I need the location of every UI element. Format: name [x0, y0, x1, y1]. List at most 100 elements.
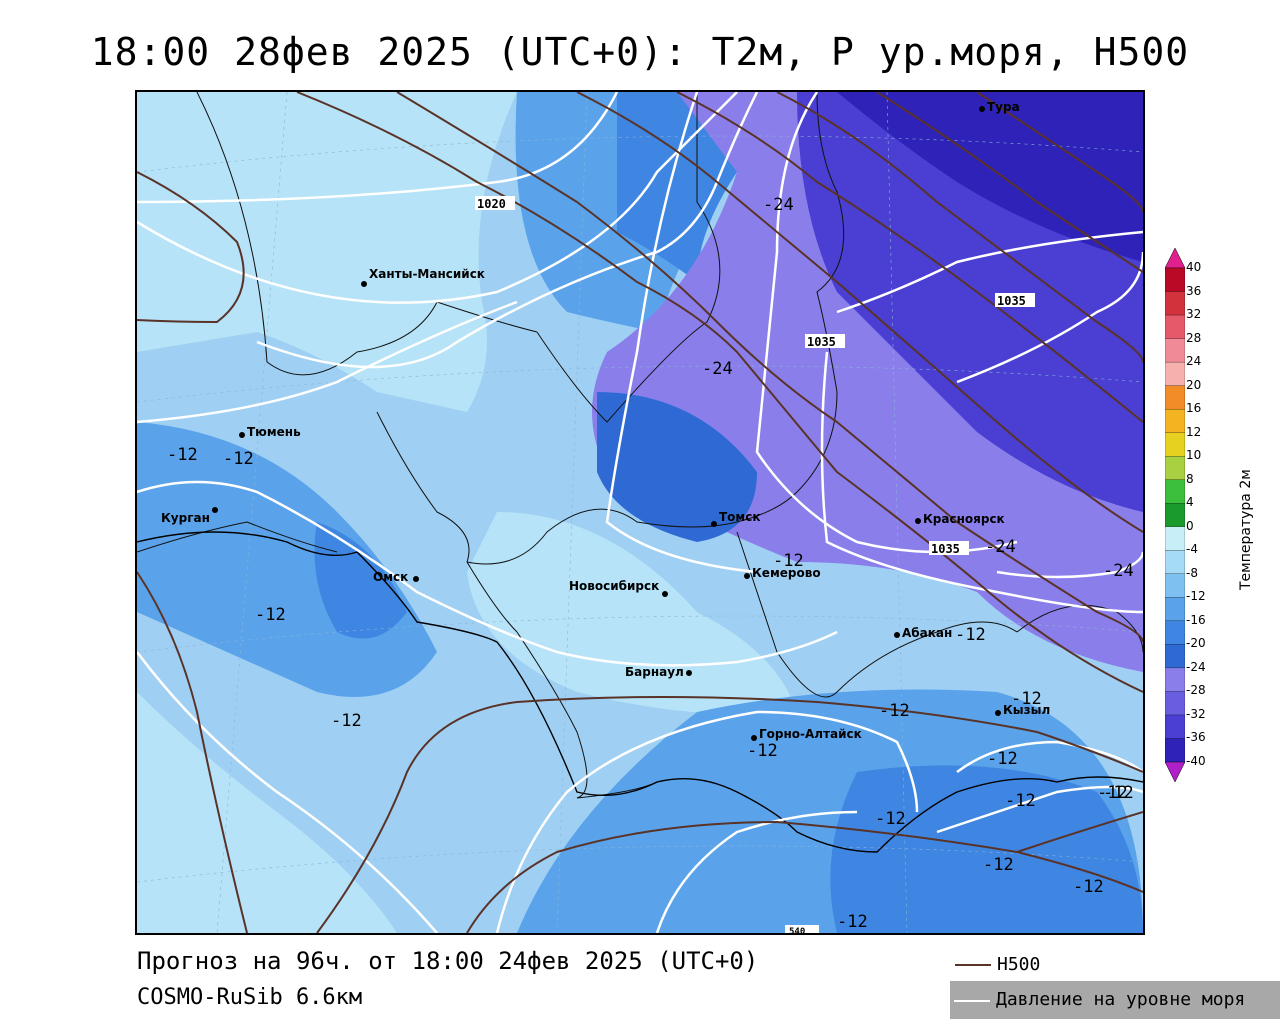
scale-tick-label: 32 — [1186, 307, 1202, 322]
svg-text:Кызыл: Кызыл — [1003, 703, 1050, 717]
isotherm-label: -12 — [983, 855, 1014, 875]
scale-tick-label: -16 — [1186, 612, 1206, 627]
scale-tick-label: 10 — [1186, 448, 1202, 463]
city-marker: Курган — [161, 507, 218, 525]
legend-h500: H500 — [955, 954, 1040, 975]
svg-text:1035: 1035 — [997, 294, 1026, 308]
legend-slp-label: Давление на уровне моря — [996, 989, 1246, 1010]
scale-segment — [1165, 526, 1185, 551]
isotherm-label: -12 — [875, 809, 906, 829]
temp-field-darkest — [837, 92, 1143, 262]
scale-segment — [1165, 667, 1185, 693]
isotherm-label: -24 — [763, 195, 794, 215]
isotherm-label: -24 — [985, 537, 1016, 557]
temp-field-southwest-warm — [137, 692, 397, 933]
scale-tick-label: -20 — [1186, 636, 1206, 651]
h500-line-swatch — [955, 964, 991, 966]
svg-text:Курган: Курган — [161, 511, 210, 525]
city-marker: Тура — [979, 100, 1020, 114]
svg-text:Кемерово: Кемерово — [752, 566, 821, 580]
scale-segment — [1165, 503, 1185, 528]
scale-tick-label: 24 — [1186, 354, 1202, 369]
scale-segment — [1165, 314, 1185, 340]
svg-text:Тура: Тура — [987, 100, 1020, 114]
isotherm-label: -12 — [747, 741, 778, 761]
svg-text:1035: 1035 — [807, 335, 836, 349]
isotherm-label: -12 — [837, 912, 868, 932]
forecast-info: Прогноз на 96ч. от 18:00 24фев 2025 (UTC… — [137, 947, 759, 975]
city-marker: Горно-Алтайск — [751, 727, 862, 741]
isotherm-label: -12 — [167, 445, 198, 465]
isotherm-label: -12 — [1005, 791, 1036, 811]
scale-tick-label: 8 — [1186, 471, 1194, 486]
scale-tick-label: -12 — [1186, 589, 1206, 604]
map-title: 18:00 28фев 2025 (UTC+0): T2м, P ур.моря… — [90, 30, 1190, 74]
svg-text:Красноярск: Красноярск — [923, 512, 1005, 526]
scale-tick-label: -32 — [1186, 706, 1206, 721]
scale-segment — [1165, 644, 1185, 669]
scale-segment — [1165, 479, 1185, 504]
city-marker: Красноярск — [915, 512, 1005, 526]
scale-segment — [1165, 550, 1185, 575]
city-marker: Барнаул — [625, 665, 692, 679]
isotherm-label: -12 — [1103, 783, 1134, 803]
city-marker: Тюмень — [239, 425, 301, 439]
pressure-isobars — [137, 92, 1143, 933]
scale-segment — [1165, 291, 1185, 316]
scale-segment — [1165, 408, 1185, 434]
slp-line-swatch — [954, 1000, 990, 1002]
isotherm-label: -12 — [879, 701, 910, 721]
city-marker: Омск — [373, 570, 419, 584]
scale-segment — [1165, 456, 1185, 481]
scale-segment — [1165, 714, 1185, 740]
svg-text:Барнаул: Барнаул — [625, 665, 684, 679]
isotherm-label: -12 — [987, 749, 1018, 769]
isotherm-label: -12 — [1073, 877, 1104, 897]
svg-text:Ханты-Мансийск: Ханты-Мансийск — [369, 267, 485, 281]
city-marker: Кемерово — [744, 566, 821, 580]
legend-h500-label: H500 — [997, 954, 1041, 975]
svg-text:1035: 1035 — [931, 542, 960, 556]
scale-max-arrow — [1165, 248, 1185, 269]
h500-label: 540 — [785, 925, 819, 933]
scale-segment — [1165, 432, 1185, 457]
scale-segment — [1165, 385, 1185, 410]
pressure-label-1: 1020 — [475, 196, 515, 211]
isotherm-label: -12 — [1011, 689, 1042, 709]
map-canvas: 1020 1035 1035 1035 540 -24 -24 -24 -24 … — [137, 92, 1143, 933]
svg-text:Горно-Алтайск: Горно-Алтайск — [759, 727, 862, 741]
pressure-label-2: 1035 — [805, 334, 845, 349]
model-name: COSMO-RuSib 6.6км — [137, 985, 363, 1010]
scale-tick-label: 12 — [1186, 424, 1202, 439]
scale-tick-label: -24 — [1186, 659, 1206, 674]
scale-min-arrow — [1165, 761, 1185, 782]
scale-segment — [1165, 338, 1185, 363]
scale-segment — [1165, 573, 1185, 598]
legend-slp: Давление на уровне моря — [950, 981, 1280, 1019]
temp-field-southeast-cold — [830, 765, 1143, 933]
lat-lon-grid — [137, 92, 1143, 933]
scale-tick-label: 36 — [1186, 283, 1202, 298]
city-marker: Абакан — [894, 626, 952, 640]
pressure-label-4: 1035 — [929, 541, 969, 556]
isotherm-label: -24 — [702, 359, 733, 379]
svg-text:1020: 1020 — [477, 197, 506, 211]
isotherm-label: -12 — [255, 605, 286, 625]
temp-field-warm-northwest — [137, 92, 517, 412]
scale-segment — [1165, 691, 1185, 716]
scale-segment — [1165, 267, 1185, 293]
scale-tick-label: -28 — [1186, 683, 1206, 698]
scale-tick-label: 28 — [1186, 330, 1202, 345]
scale-tick-label: -36 — [1186, 730, 1206, 745]
temp-field-omsk-cold — [314, 522, 407, 639]
scale-segment — [1165, 597, 1185, 622]
scale-tick-label: -4 — [1186, 542, 1198, 557]
temp-field-cold-pocket — [597, 392, 757, 542]
isotherm-label: -12 — [955, 625, 986, 645]
scale-tick-label: -40 — [1186, 754, 1206, 768]
svg-text:Омск: Омск — [373, 570, 408, 584]
scale-tick-label: 40 — [1186, 260, 1202, 274]
temperature-color-scale — [1165, 248, 1185, 782]
scale-tick-label: -8 — [1186, 565, 1198, 580]
city-marker: Новосибирск — [569, 579, 668, 597]
